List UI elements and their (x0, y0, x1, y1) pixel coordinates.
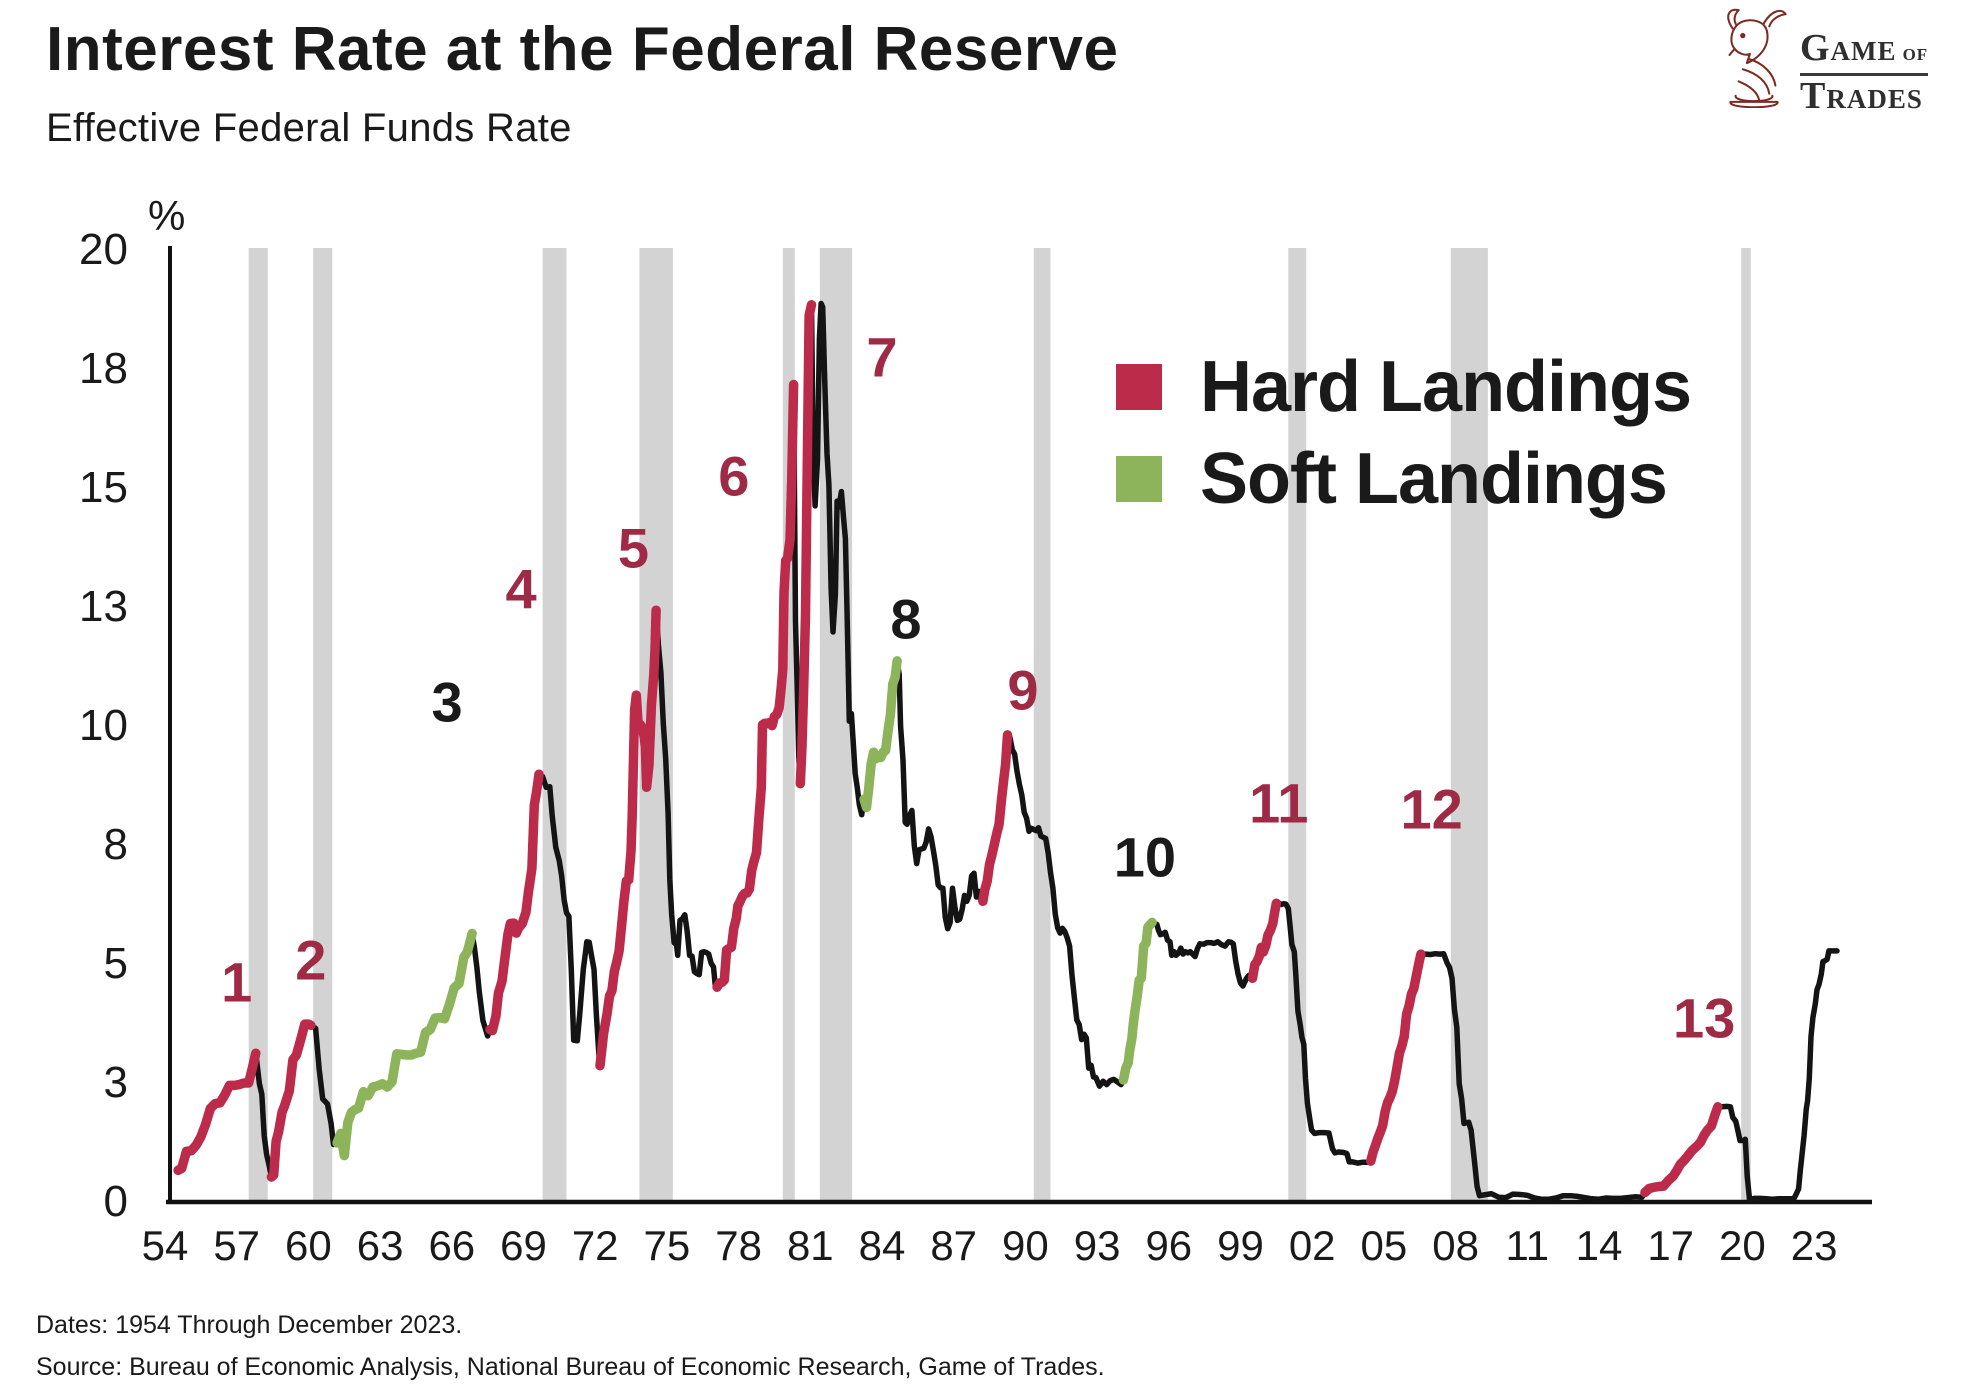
soft-landings-label: Soft Landings (1200, 439, 1668, 519)
footnote-source: Source: Bureau of Economic Analysis, Nat… (36, 1353, 1105, 1381)
y-tick-label-8: 8 (103, 820, 128, 869)
recession-band (1741, 248, 1751, 1202)
y-tick-label-13: 13 (79, 582, 128, 631)
cycle-label-7-hard: 7 (866, 325, 898, 389)
x-tick-label-02: 02 (1288, 1222, 1336, 1269)
cycle-label-5-hard: 5 (617, 516, 650, 579)
cycle-label-10-soft: 10 (1113, 825, 1177, 889)
series-segment-base (1149, 919, 1256, 989)
footnotes: Dates: 1954 Through December 2023. Sourc… (36, 1304, 1105, 1388)
series-segment-base (1418, 950, 1648, 1202)
x-tick-label-72: 72 (571, 1222, 619, 1269)
x-tick-label-63: 63 (356, 1222, 404, 1269)
logo-line-trades: Trades (1800, 73, 1929, 116)
hard-landings-label: Hard Landings (1200, 347, 1692, 427)
chart-subtitle: Effective Federal Funds Rate (46, 106, 572, 150)
cycle-label-2-hard: 2 (295, 928, 327, 992)
cycle-label-12-hard: 12 (1400, 777, 1463, 841)
x-tick-label-75: 75 (643, 1222, 691, 1269)
series-segment-hard (485, 769, 544, 1036)
x-tick-label-08: 08 (1432, 1222, 1479, 1269)
x-tick-label-78: 78 (715, 1222, 762, 1269)
x-tick-label-81: 81 (786, 1222, 834, 1269)
series-segment-hard (266, 1019, 316, 1182)
series-segment-hard (1247, 898, 1282, 984)
legend-item-soft-landings: Soft Landings (1116, 439, 1691, 519)
x-tick-label-17: 17 (1647, 1222, 1695, 1269)
recession-band (542, 248, 567, 1202)
recession-band (782, 248, 795, 1202)
y-tick-label-20: 20 (79, 225, 128, 274)
soft-landings-swatch (1116, 456, 1162, 502)
x-tick-label-20: 20 (1719, 1222, 1766, 1269)
cycle-label-9-hard: 9 (1007, 658, 1039, 722)
x-tick-label-11: 11 (1505, 1222, 1550, 1269)
cycle-label-8-soft: 8 (890, 587, 922, 651)
series-segment-hard (1366, 949, 1426, 1166)
cycle-label-3-soft: 3 (431, 670, 463, 734)
logo-wordmark: Game of Trades (1800, 27, 1929, 116)
y-tick-label-15: 15 (79, 463, 128, 512)
bull-chess-icon (1727, 8, 1787, 108)
legend-item-hard-landings: Hard Landings (1116, 347, 1692, 427)
recession-band (1033, 248, 1051, 1202)
series-segment-hard (712, 379, 799, 992)
series-segment-hard (595, 605, 661, 1071)
series-segment-base (1715, 948, 1840, 1203)
series-segment-base (894, 658, 986, 932)
series-segment-base (536, 771, 603, 1069)
brand-logo: Game of Trades (1718, 6, 1929, 116)
cycle-label-1-hard: 1 (221, 950, 253, 1014)
logo-line-game-of: Game of (1800, 27, 1929, 69)
series-segment-hard (978, 730, 1013, 907)
y-axis-unit-label: % (148, 192, 186, 239)
x-tick-label-57: 57 (213, 1222, 261, 1269)
y-tick-label-18: 18 (79, 344, 128, 393)
x-tick-label-66: 66 (428, 1222, 476, 1269)
recession-band (248, 248, 268, 1202)
page-title: Interest Rate at the Federal Reserve (46, 15, 1119, 84)
x-tick-label-69: 69 (500, 1222, 547, 1269)
footnote-dates: Dates: 1954 Through December 2023. (36, 1311, 463, 1339)
y-tick-label-0: 0 (103, 1177, 128, 1226)
series-segment-hard (1640, 1102, 1723, 1198)
series-segment-hard (795, 299, 817, 789)
cycle-label-11-hard: 11 (1249, 771, 1309, 835)
hard-landings-swatch (1116, 364, 1162, 410)
x-tick-label-90: 90 (1002, 1222, 1049, 1269)
series-segment-base (253, 1050, 275, 1180)
x-tick-label-14: 14 (1575, 1222, 1623, 1269)
y-tick-label-3: 3 (103, 1058, 128, 1107)
series-segment-hard (173, 1048, 261, 1176)
series-segment-soft (1118, 917, 1157, 1085)
series-segment-base (653, 607, 720, 990)
x-tick-label-60: 60 (285, 1222, 332, 1269)
x-tick-label-96: 96 (1145, 1222, 1193, 1269)
x-tick-label-99: 99 (1217, 1222, 1264, 1269)
cycle-label-6-hard: 6 (718, 444, 750, 508)
series-segment-base (808, 300, 867, 818)
y-tick-label-5: 5 (103, 939, 128, 988)
x-tick-label-84: 84 (858, 1222, 906, 1269)
x-tick-label-05: 05 (1360, 1222, 1408, 1269)
series-segment-base (469, 930, 493, 1039)
series-segment-base (1004, 732, 1127, 1089)
x-tick-label-87: 87 (930, 1222, 978, 1269)
legend: Hard Landings Soft Landings (1116, 347, 1692, 532)
x-tick-label-54: 54 (141, 1222, 189, 1269)
series-segment-soft (859, 656, 902, 813)
cycle-label-13-hard: 13 (1673, 986, 1736, 1050)
series-segment-base (1273, 900, 1374, 1166)
x-tick-label-23: 23 (1790, 1222, 1838, 1269)
x-tick-label-93: 93 (1073, 1222, 1121, 1269)
recession-band (313, 248, 333, 1202)
cycle-label-4-hard: 4 (505, 557, 537, 621)
y-tick-label-10: 10 (79, 701, 128, 750)
series-segment-soft (332, 928, 477, 1161)
